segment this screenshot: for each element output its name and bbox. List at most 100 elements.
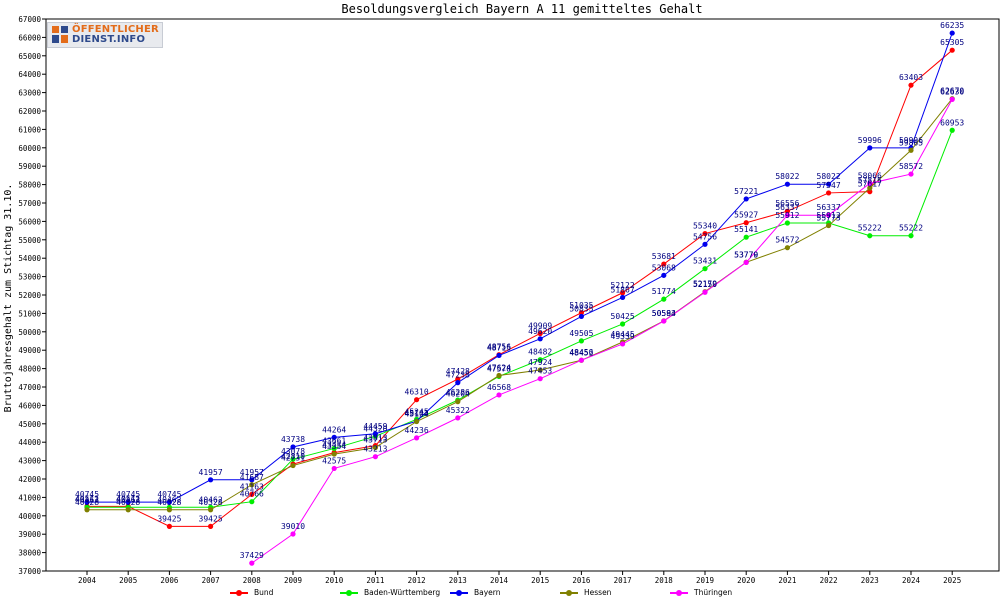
data-label: 49620 bbox=[528, 327, 552, 336]
data-labels: 40511 40511 39425 39425 41163 42810 43434 43813… bbox=[75, 21, 964, 560]
data-label: 55773 bbox=[817, 214, 841, 223]
data-label: 54572 bbox=[775, 236, 799, 245]
data-label: 45245 bbox=[405, 407, 429, 416]
data-point bbox=[249, 477, 255, 483]
y-tick-label: 49000 bbox=[18, 346, 41, 355]
data-point bbox=[826, 222, 832, 229]
x-tick-label: 2009 bbox=[284, 576, 302, 585]
data-point bbox=[784, 220, 791, 226]
series-line-3 bbox=[87, 98, 953, 511]
data-point bbox=[784, 181, 791, 187]
data-point bbox=[578, 313, 585, 320]
data-label: 47624 bbox=[487, 364, 511, 373]
legend-marker bbox=[456, 590, 462, 596]
data-label: 57221 bbox=[734, 187, 758, 196]
data-label: 47238 bbox=[446, 371, 470, 380]
x-tick-label: 2011 bbox=[366, 576, 384, 585]
y-tick-label: 61000 bbox=[18, 125, 41, 134]
data-label: 50835 bbox=[569, 304, 593, 313]
data-label: 59996 bbox=[899, 136, 923, 145]
series-line-2 bbox=[87, 32, 953, 503]
data-point bbox=[578, 310, 585, 316]
data-point bbox=[784, 245, 791, 251]
data-label: 58572 bbox=[899, 162, 923, 171]
y-tick-label: 58000 bbox=[18, 181, 41, 190]
x-tick-label: 2005 bbox=[119, 576, 137, 585]
series-line-1 bbox=[87, 130, 953, 508]
x-tick-label: 2019 bbox=[696, 576, 714, 585]
x-tick-label: 2022 bbox=[820, 576, 838, 585]
data-point bbox=[249, 499, 255, 505]
data-label: 55222 bbox=[899, 224, 923, 233]
data-label: 55912 bbox=[775, 211, 799, 220]
data-point bbox=[249, 482, 255, 488]
logo-line-1: ÖFFENTLICHER bbox=[72, 24, 159, 35]
data-label: 40745 bbox=[116, 490, 140, 499]
legend-label: Hessen bbox=[584, 588, 612, 597]
data-point bbox=[702, 289, 708, 295]
data-point bbox=[455, 415, 461, 421]
y-tick-label: 50000 bbox=[18, 328, 41, 337]
data-label: 40745 bbox=[75, 490, 99, 499]
legend-marker bbox=[236, 590, 242, 596]
data-point bbox=[702, 241, 708, 247]
data-label: 41687 bbox=[240, 473, 264, 482]
data-point bbox=[414, 435, 420, 441]
data-label: 40511 bbox=[75, 494, 99, 503]
data-label: 51867 bbox=[611, 285, 635, 294]
y-tick-label: 60000 bbox=[18, 144, 41, 153]
data-label: 49339 bbox=[611, 332, 635, 341]
y-tick-label: 51000 bbox=[18, 309, 41, 318]
data-label: 45124 bbox=[405, 410, 429, 419]
data-label: 53431 bbox=[693, 257, 717, 266]
data-point bbox=[125, 507, 131, 513]
data-point bbox=[290, 456, 296, 462]
data-point bbox=[661, 296, 667, 302]
data-point bbox=[249, 560, 255, 566]
data-label: 49909 bbox=[528, 321, 552, 330]
data-point bbox=[702, 266, 708, 272]
data-label: 62670 bbox=[940, 87, 964, 96]
data-label: 40328 bbox=[116, 498, 140, 507]
chart-title: Besoldungsvergleich Bayern A 11 gemittel… bbox=[341, 2, 702, 16]
data-label: 45322 bbox=[446, 406, 470, 415]
data-point bbox=[496, 372, 502, 379]
data-point bbox=[826, 190, 832, 196]
y-tick-label: 38000 bbox=[18, 549, 41, 558]
data-point bbox=[84, 499, 90, 505]
data-label: 53068 bbox=[652, 263, 676, 272]
data-point bbox=[661, 318, 667, 324]
data-label: 39425 bbox=[157, 514, 181, 523]
data-point bbox=[496, 352, 502, 359]
x-tick-label: 2018 bbox=[655, 576, 674, 585]
data-label: 40328 bbox=[75, 498, 99, 507]
data-label: 44459 bbox=[363, 422, 387, 431]
data-label: 62630 bbox=[940, 87, 964, 96]
legend-label: Baden-Württemberg bbox=[364, 588, 441, 597]
data-point bbox=[455, 380, 461, 386]
data-label: 52122 bbox=[611, 281, 635, 290]
data-point bbox=[784, 212, 791, 218]
data-point bbox=[826, 212, 832, 218]
data-label: 55222 bbox=[858, 224, 882, 233]
data-label: 55141 bbox=[734, 225, 758, 234]
legend-marker bbox=[346, 590, 352, 596]
plot-frame bbox=[45, 18, 1000, 572]
data-label: 63403 bbox=[899, 73, 923, 82]
data-label: 47578 bbox=[487, 364, 511, 373]
y-tick-label: 63000 bbox=[18, 89, 41, 98]
data-point bbox=[908, 147, 914, 153]
data-point bbox=[743, 196, 749, 202]
data-label: 57815 bbox=[858, 176, 882, 185]
y-tick-label: 41000 bbox=[18, 493, 41, 502]
data-label: 48452 bbox=[569, 348, 593, 357]
y-tick-label: 53000 bbox=[18, 273, 41, 282]
data-label: 40328 bbox=[157, 498, 181, 507]
x-tick-label: 2006 bbox=[160, 576, 179, 585]
data-point bbox=[743, 234, 749, 240]
data-point bbox=[372, 444, 378, 451]
x-tick-label: 2013 bbox=[449, 576, 467, 585]
legend-label: Bund bbox=[254, 588, 274, 597]
x-tick-label: 2015 bbox=[531, 576, 549, 585]
data-point bbox=[949, 30, 955, 36]
